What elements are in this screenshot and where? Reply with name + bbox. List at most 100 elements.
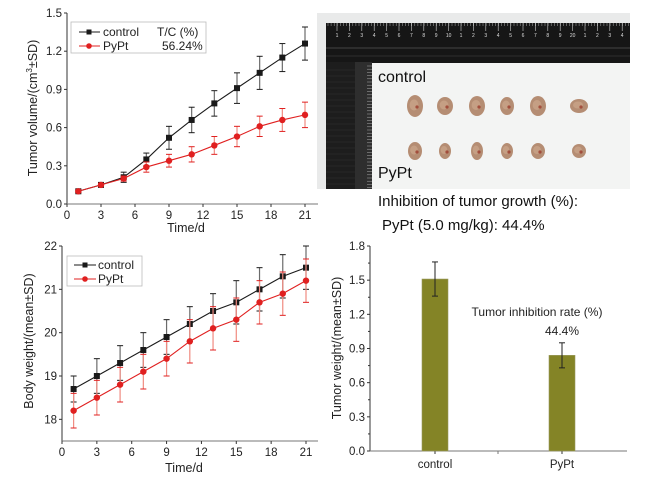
tumor-weight-ylabel: Tumor weight/(mean±SD) bbox=[330, 277, 344, 420]
ruler-number: 6 bbox=[522, 33, 525, 39]
body-weight-x-tick-label: 9 bbox=[163, 447, 169, 459]
tumor-volume-ylabel-main: Tumor volume/(cm bbox=[26, 73, 40, 177]
tumor-volume-point-control bbox=[234, 85, 240, 92]
ruler-number: 2 bbox=[348, 33, 351, 39]
tumor-spot bbox=[477, 105, 481, 109]
tumor-inhibition-rate-label: Tumor inhibition rate (%) bbox=[472, 305, 603, 319]
ruler-ticks bbox=[326, 23, 629, 188]
tumor-volume-point-control bbox=[279, 54, 286, 61]
tumor-spot bbox=[445, 150, 449, 154]
tumor-volume-y-tick-label: 0.3 bbox=[46, 161, 62, 173]
body-weight-x-tick-label: 0 bbox=[59, 447, 65, 459]
legend-marker-pypt bbox=[82, 276, 88, 282]
legend-marker-control bbox=[86, 29, 92, 35]
tumor-volume-xlabel: Time/d bbox=[167, 221, 205, 235]
body-weight-chart: 0 3 6 9 12 15 18 21 18 19 20 21 22 Time/d Body weigh… bbox=[22, 241, 318, 475]
ruler-number: 4 bbox=[497, 33, 500, 39]
tumor-volume-x-tick-label: 18 bbox=[265, 210, 278, 222]
bar-control bbox=[421, 278, 449, 452]
photo-label-pypt: PyPt bbox=[378, 165, 412, 182]
ruler-numbers: 1 2 3 4 5 6 7 8 9 10 1 2 3 4 5 6 7 8 9 20 1 2 3 4 bbox=[336, 33, 624, 39]
tumor-spot bbox=[579, 105, 583, 109]
body-weight-axes: 0 3 6 9 12 15 18 21 18 19 20 21 22 bbox=[44, 241, 318, 459]
tumor-volume-x-tick-label: 3 bbox=[98, 210, 104, 222]
inhibition-caption-value: PyPt (5.0 mg/kg): 44.4% bbox=[382, 217, 545, 234]
ruler-top bbox=[326, 23, 630, 63]
tumor-volume-ylabel: Tumor volume/(cm3±SD) bbox=[25, 40, 40, 177]
ruler-number: 20 bbox=[570, 33, 576, 39]
legend-box bbox=[66, 255, 143, 287]
tumor-volume-point-pypt bbox=[188, 151, 195, 158]
tumor-spot bbox=[538, 105, 542, 109]
tumor-weight-marks bbox=[421, 261, 576, 452]
ruler-number: 10 bbox=[446, 33, 452, 39]
ruler-number: 5 bbox=[385, 33, 388, 39]
ruler-number: 1 bbox=[460, 33, 463, 39]
body-weight-point-control bbox=[140, 347, 147, 353]
tumor-volume-point-pypt bbox=[301, 111, 309, 119]
tumor-volume-point-control bbox=[211, 100, 218, 107]
tumor-volume-point-control bbox=[256, 69, 263, 76]
tumor-spot bbox=[415, 150, 419, 154]
ruler-number: 3 bbox=[608, 33, 611, 39]
body-weight-point-pypt bbox=[256, 299, 263, 306]
tumor-volume-y-tick-label: 0.6 bbox=[46, 123, 62, 135]
ruler-number: 4 bbox=[373, 33, 376, 39]
tumor-weight-y-tick-label: 0.9 bbox=[349, 344, 365, 356]
ruler-number: 9 bbox=[559, 33, 562, 39]
body-weight-marks bbox=[70, 245, 310, 429]
ruler-number: 3 bbox=[360, 33, 363, 39]
ruler-number: 2 bbox=[472, 33, 475, 39]
body-weight-point-pypt bbox=[116, 381, 124, 388]
body-weight-y-tick-label: 20 bbox=[44, 328, 57, 340]
body-weight-point-pypt bbox=[93, 394, 101, 401]
body-weight-point-control bbox=[70, 386, 77, 392]
tumor-weight-x-tick-label: control bbox=[418, 459, 453, 471]
tumor-spot bbox=[507, 150, 511, 154]
tumor-volume-x-tick-label: 0 bbox=[64, 210, 70, 222]
tumor-spot bbox=[538, 150, 542, 154]
body-weight-point-pypt bbox=[163, 355, 170, 362]
tumor-volume-y-tick-label: 0.9 bbox=[46, 84, 62, 96]
tumor-volume-chart: 0 3 6 9 12 15 18 21 0.0 0.3 0.6 0.9 1.2 1.5 Time/d Tu… bbox=[25, 8, 318, 235]
ruler-number: 4 bbox=[621, 33, 624, 39]
body-weight-xlabel: Time/d bbox=[165, 461, 203, 475]
body-weight-point-control bbox=[163, 334, 170, 340]
tumor-spot bbox=[477, 150, 481, 154]
tumor-spot bbox=[445, 105, 449, 109]
tumor-weight-chart: 0.0 0.3 0.6 0.9 1.2 1.5 1.8 control PyPt Tumor w… bbox=[330, 241, 627, 471]
ruler-number: 7 bbox=[534, 33, 537, 39]
tumor-volume-point-pypt bbox=[143, 163, 150, 171]
ruler-number: 1 bbox=[336, 33, 339, 39]
tumor-volume-point-pypt bbox=[233, 133, 241, 140]
body-weight-point-pypt bbox=[209, 325, 217, 332]
legend-label-control: control bbox=[98, 258, 134, 272]
tumor-volume-point-pypt bbox=[279, 116, 286, 124]
tumor-volume-axes: 0 3 6 9 12 15 18 21 0.0 0.3 0.6 0.9 1.2 1.5 bbox=[46, 8, 318, 222]
body-weight-x-tick-label: 18 bbox=[265, 447, 278, 459]
body-weight-point-pypt bbox=[302, 277, 310, 284]
tumor-weight-y-tick-label: 1.5 bbox=[349, 275, 365, 287]
tumor-volume-point-control bbox=[143, 156, 150, 163]
ruler-number: 8 bbox=[422, 33, 425, 39]
tumor-volume-y-tick-label: 0.0 bbox=[46, 199, 62, 211]
tumor-weight-y-tick-label: 0.0 bbox=[349, 446, 365, 458]
tumor-volume-x-tick-label: 9 bbox=[166, 210, 172, 222]
tumor-volume-point-control bbox=[188, 116, 195, 123]
tumor-weight-y-tick-label: 1.2 bbox=[349, 309, 365, 321]
body-weight-point-pypt bbox=[186, 338, 194, 345]
tumor-volume-point-pypt bbox=[165, 157, 173, 164]
body-weight-ylabel: Body weight/(mean±SD) bbox=[22, 273, 36, 408]
tumor-volume-point-pypt bbox=[120, 175, 127, 182]
tumor-weight-axes: 0.0 0.3 0.6 0.9 1.2 1.5 1.8 control PyPt bbox=[349, 241, 627, 471]
tumor-volume-legend: control T/C (%) PyPt 56.24% bbox=[70, 21, 207, 54]
tumor-volume-x-tick-label: 15 bbox=[231, 210, 244, 222]
legend-value-tc: 56.24% bbox=[162, 39, 203, 53]
photo-label-control: control bbox=[378, 69, 426, 86]
body-weight-x-tick-label: 6 bbox=[129, 447, 135, 459]
body-weight-point-control bbox=[93, 373, 100, 379]
body-weight-x-tick-label: 15 bbox=[230, 447, 243, 459]
legend-header-tc: T/C (%) bbox=[157, 25, 198, 39]
tumor-volume-point-pypt bbox=[97, 181, 105, 189]
